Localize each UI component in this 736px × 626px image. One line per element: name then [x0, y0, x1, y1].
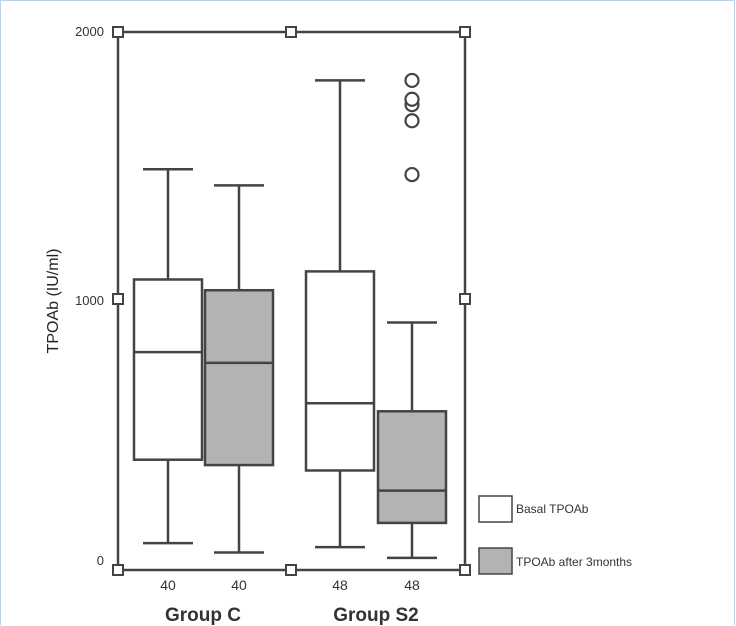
box-iqr — [203, 288, 275, 467]
x-labels: 40 40 48 48 Group C Group S2 — [160, 577, 420, 626]
selection-handle[interactable] — [285, 564, 297, 576]
selection-handle[interactable] — [112, 564, 124, 576]
selection-handle[interactable] — [459, 293, 471, 305]
legend-label: Basal TPOAb — [516, 502, 589, 516]
selection-handle[interactable] — [285, 26, 297, 38]
y-axis-title: TPOAb (IU/ml) — [45, 249, 62, 354]
selection-handle[interactable] — [459, 564, 471, 576]
selection-handles — [112, 26, 471, 576]
box-iqr — [132, 278, 204, 461]
legend: Basal TPOAb TPOAb after 3months — [478, 495, 632, 575]
legend-label: TPOAb after 3months — [516, 555, 632, 569]
y-tick-label: 0 — [97, 553, 104, 568]
legend-swatch-after — [478, 547, 513, 575]
outlier-point — [404, 91, 420, 107]
group-label: Group S2 — [333, 605, 419, 626]
box-iqr — [304, 270, 376, 472]
group-label: Group C — [165, 605, 241, 626]
sample-size-label: 48 — [332, 577, 348, 593]
box-iqr — [376, 410, 448, 525]
selection-handle[interactable] — [112, 293, 124, 305]
y-tick-label: 2000 — [75, 24, 104, 39]
sample-size-label: 40 — [231, 577, 247, 593]
outlier-point — [404, 113, 420, 129]
sample-size-label: 48 — [404, 577, 420, 593]
boxes-layer — [132, 72, 448, 560]
selection-handle[interactable] — [112, 26, 124, 38]
sample-size-label: 40 — [160, 577, 176, 593]
y-tick-label: 1000 — [75, 293, 104, 308]
selection-handle[interactable] — [459, 26, 471, 38]
outlier-point — [404, 72, 420, 89]
legend-swatch-basal — [478, 495, 513, 523]
outlier-point — [404, 166, 420, 183]
